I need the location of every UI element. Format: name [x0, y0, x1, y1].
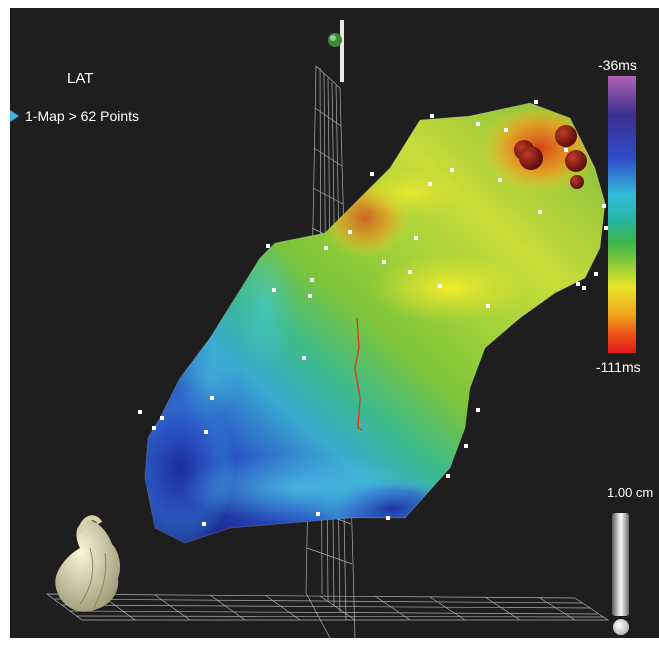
- lat-min-label: -111ms: [596, 359, 641, 375]
- scale-label: 1.00 cm: [607, 485, 654, 500]
- selector-arrow-icon: [10, 110, 19, 122]
- catheter-trace: [354, 317, 363, 431]
- lat-max-label: -36ms: [598, 57, 637, 73]
- mapping-points[interactable]: [138, 100, 608, 526]
- lat-color-scale: [608, 76, 636, 353]
- scale-bar[interactable]: [612, 513, 629, 616]
- scale-knob-icon[interactable]: [613, 619, 629, 635]
- map-selector[interactable]: 1-Map > 62 Points: [10, 108, 139, 124]
- activation-map-surface[interactable]: [125, 102, 606, 548]
- ablation-lesion-markers[interactable]: [514, 125, 587, 189]
- map-selector-label: 1-Map > 62 Points: [25, 108, 140, 124]
- map-viewport[interactable]: LAT 1-Map > 62 Points -36ms -111ms 1.00 …: [10, 8, 659, 638]
- catheter-icon[interactable]: [328, 20, 344, 82]
- floor-grid: [45, 593, 610, 621]
- map-type-label: LAT: [67, 70, 94, 87]
- 3d-scene[interactable]: [10, 8, 659, 638]
- heart-orientation-icon[interactable]: [55, 515, 120, 612]
